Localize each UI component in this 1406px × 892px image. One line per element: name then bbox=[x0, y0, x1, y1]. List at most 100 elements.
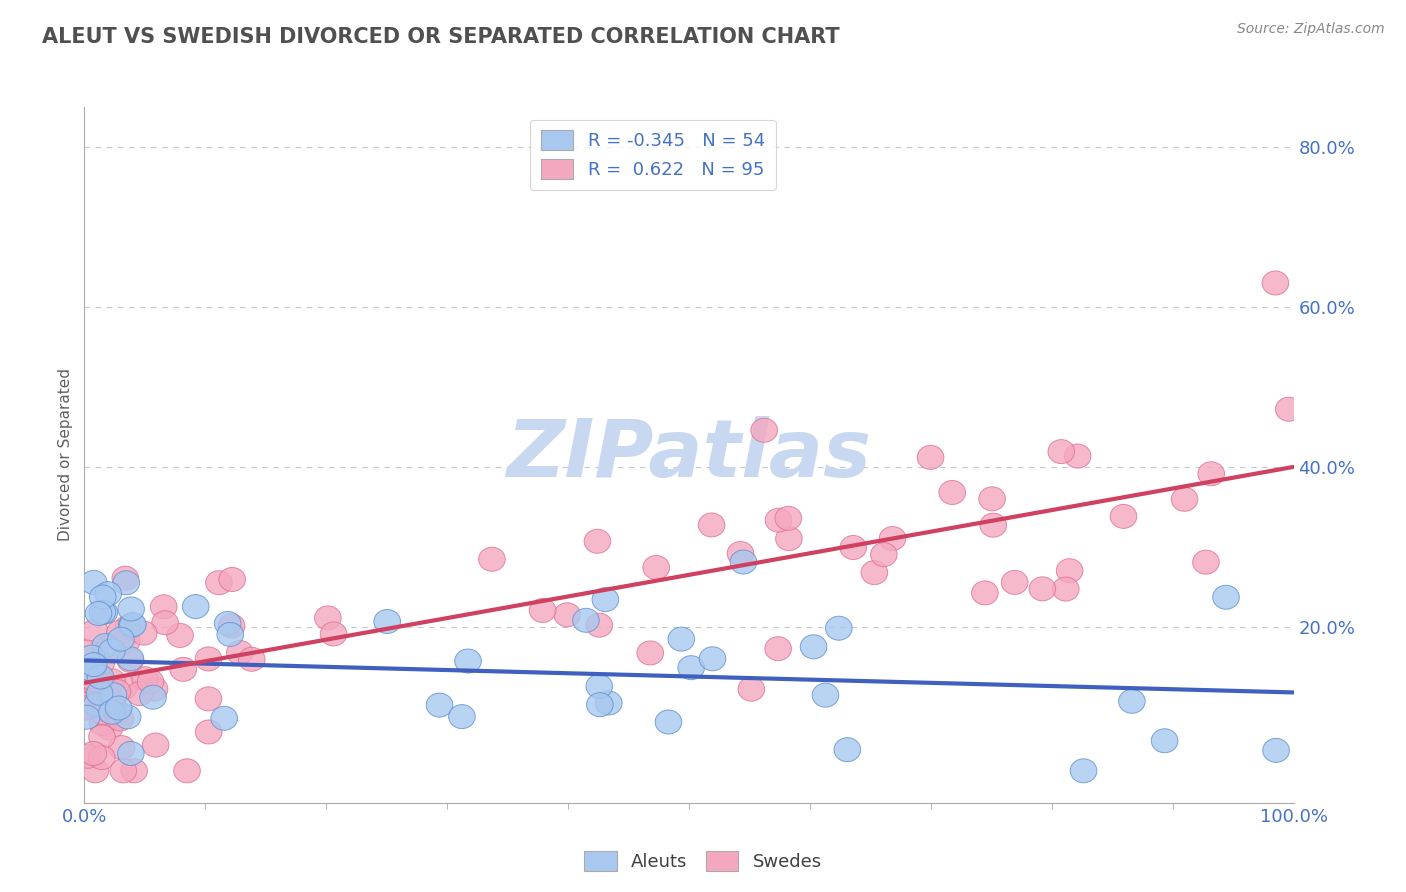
Ellipse shape bbox=[572, 608, 599, 632]
Ellipse shape bbox=[94, 582, 121, 606]
Ellipse shape bbox=[75, 640, 101, 664]
Ellipse shape bbox=[205, 571, 232, 595]
Ellipse shape bbox=[108, 736, 135, 760]
Ellipse shape bbox=[73, 649, 100, 673]
Ellipse shape bbox=[586, 693, 613, 716]
Ellipse shape bbox=[114, 629, 141, 653]
Ellipse shape bbox=[110, 759, 136, 783]
Ellipse shape bbox=[75, 744, 101, 768]
Ellipse shape bbox=[87, 665, 114, 689]
Ellipse shape bbox=[91, 633, 118, 657]
Ellipse shape bbox=[82, 619, 108, 643]
Ellipse shape bbox=[86, 667, 112, 690]
Ellipse shape bbox=[115, 615, 142, 640]
Ellipse shape bbox=[96, 681, 122, 704]
Ellipse shape bbox=[76, 665, 103, 690]
Ellipse shape bbox=[917, 445, 943, 469]
Ellipse shape bbox=[776, 526, 803, 550]
Ellipse shape bbox=[79, 674, 104, 698]
Ellipse shape bbox=[91, 600, 118, 624]
Ellipse shape bbox=[152, 611, 179, 635]
Ellipse shape bbox=[879, 526, 905, 550]
Text: Source: ZipAtlas.com: Source: ZipAtlas.com bbox=[1237, 22, 1385, 37]
Ellipse shape bbox=[214, 612, 240, 635]
Ellipse shape bbox=[97, 699, 124, 723]
Ellipse shape bbox=[449, 705, 475, 729]
Ellipse shape bbox=[118, 613, 145, 637]
Ellipse shape bbox=[138, 670, 165, 694]
Ellipse shape bbox=[979, 487, 1005, 511]
Ellipse shape bbox=[1152, 729, 1178, 753]
Ellipse shape bbox=[112, 571, 139, 595]
Ellipse shape bbox=[211, 706, 238, 731]
Ellipse shape bbox=[80, 741, 107, 765]
Ellipse shape bbox=[637, 641, 664, 665]
Ellipse shape bbox=[86, 681, 112, 706]
Ellipse shape bbox=[98, 669, 125, 693]
Ellipse shape bbox=[86, 601, 112, 625]
Ellipse shape bbox=[678, 656, 704, 680]
Ellipse shape bbox=[114, 705, 141, 729]
Ellipse shape bbox=[89, 725, 115, 748]
Ellipse shape bbox=[643, 556, 669, 580]
Ellipse shape bbox=[1192, 550, 1219, 574]
Ellipse shape bbox=[83, 693, 110, 717]
Ellipse shape bbox=[82, 672, 108, 696]
Ellipse shape bbox=[730, 550, 756, 574]
Ellipse shape bbox=[127, 681, 153, 706]
Ellipse shape bbox=[751, 418, 778, 442]
Ellipse shape bbox=[79, 657, 104, 681]
Ellipse shape bbox=[107, 707, 134, 731]
Ellipse shape bbox=[813, 683, 839, 707]
Ellipse shape bbox=[90, 585, 117, 609]
Ellipse shape bbox=[174, 759, 200, 783]
Ellipse shape bbox=[727, 541, 754, 566]
Ellipse shape bbox=[1064, 444, 1091, 468]
Text: ZIPatlas: ZIPatlas bbox=[506, 416, 872, 494]
Ellipse shape bbox=[939, 481, 966, 505]
Ellipse shape bbox=[1198, 462, 1225, 486]
Ellipse shape bbox=[76, 688, 103, 712]
Ellipse shape bbox=[699, 647, 725, 671]
Ellipse shape bbox=[839, 535, 866, 559]
Ellipse shape bbox=[218, 614, 245, 638]
Ellipse shape bbox=[980, 513, 1007, 537]
Ellipse shape bbox=[96, 635, 122, 659]
Ellipse shape bbox=[596, 691, 621, 715]
Ellipse shape bbox=[195, 647, 222, 671]
Ellipse shape bbox=[586, 674, 613, 698]
Ellipse shape bbox=[972, 581, 998, 605]
Legend: Aleuts, Swedes: Aleuts, Swedes bbox=[576, 844, 830, 879]
Ellipse shape bbox=[870, 542, 897, 566]
Ellipse shape bbox=[117, 647, 143, 671]
Ellipse shape bbox=[1275, 397, 1302, 421]
Ellipse shape bbox=[765, 637, 792, 661]
Ellipse shape bbox=[668, 627, 695, 651]
Ellipse shape bbox=[89, 746, 115, 770]
Ellipse shape bbox=[118, 741, 145, 765]
Ellipse shape bbox=[583, 529, 610, 553]
Ellipse shape bbox=[655, 710, 682, 734]
Ellipse shape bbox=[112, 566, 139, 591]
Ellipse shape bbox=[1263, 739, 1289, 763]
Ellipse shape bbox=[89, 600, 115, 624]
Ellipse shape bbox=[1029, 577, 1056, 601]
Ellipse shape bbox=[454, 649, 481, 673]
Ellipse shape bbox=[834, 738, 860, 762]
Ellipse shape bbox=[478, 547, 505, 571]
Ellipse shape bbox=[150, 595, 177, 619]
Ellipse shape bbox=[104, 700, 131, 724]
Ellipse shape bbox=[217, 623, 243, 647]
Ellipse shape bbox=[77, 670, 104, 694]
Legend: R = -0.345   N = 54, R =  0.622   N = 95: R = -0.345 N = 54, R = 0.622 N = 95 bbox=[530, 120, 776, 190]
Ellipse shape bbox=[93, 693, 120, 716]
Ellipse shape bbox=[219, 567, 246, 591]
Ellipse shape bbox=[72, 694, 98, 718]
Ellipse shape bbox=[117, 648, 143, 673]
Ellipse shape bbox=[121, 759, 148, 783]
Ellipse shape bbox=[738, 677, 765, 701]
Ellipse shape bbox=[139, 685, 166, 709]
Ellipse shape bbox=[195, 687, 222, 711]
Ellipse shape bbox=[80, 653, 107, 677]
Ellipse shape bbox=[108, 627, 134, 651]
